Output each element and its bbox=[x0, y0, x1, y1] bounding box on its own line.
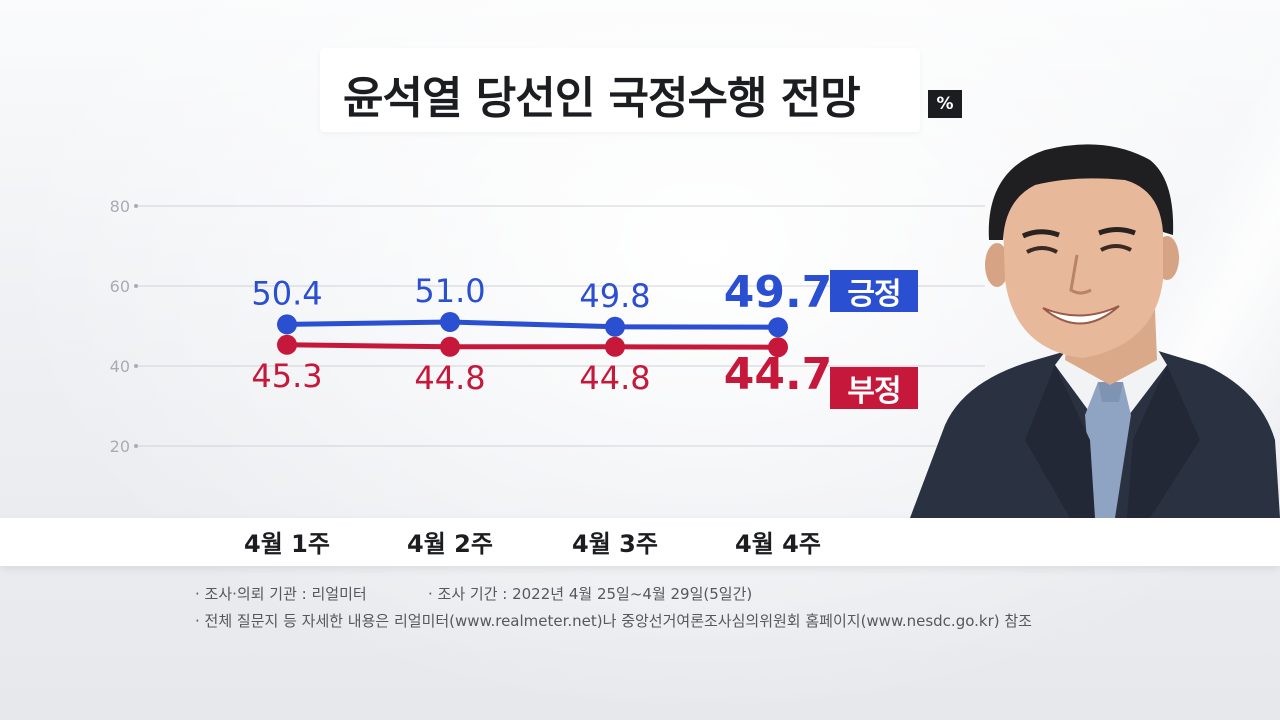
x-tick-label: 4월 3주 bbox=[572, 530, 658, 558]
y-tick-dot bbox=[134, 444, 138, 448]
title-panel bbox=[320, 48, 920, 132]
y-tick-label: 60 bbox=[110, 277, 130, 296]
series-line-negative bbox=[286, 342, 779, 350]
legend-positive: 긍정 bbox=[830, 270, 918, 312]
data-label: 49.7 bbox=[724, 267, 833, 318]
data-label: 44.8 bbox=[579, 359, 650, 397]
data-point bbox=[440, 312, 460, 332]
y-tick-dot bbox=[134, 364, 138, 368]
note-reference: · 전체 질문지 등 자세한 내용은 리얼미터(www.realmeter.ne… bbox=[195, 612, 1032, 630]
x-tick-label: 4월 2주 bbox=[407, 530, 493, 558]
y-tick-label: 80 bbox=[110, 197, 130, 216]
data-point bbox=[277, 334, 297, 355]
y-tick-dot bbox=[134, 204, 138, 208]
x-tick-label: 4월 1주 bbox=[244, 530, 330, 558]
y-tick-dot bbox=[134, 284, 138, 288]
data-label: 49.8 bbox=[579, 277, 650, 315]
person-portrait-image bbox=[910, 144, 1280, 518]
data-label: 51.0 bbox=[414, 272, 485, 310]
legend-negative: 부정 bbox=[830, 367, 918, 409]
note-period: · 조사 기간 : 2022년 4월 25일~4월 29일(5일간) bbox=[428, 585, 753, 603]
category-bar bbox=[0, 518, 1280, 566]
series-line-positive bbox=[286, 319, 779, 330]
unit-badge: % bbox=[928, 90, 962, 118]
data-point bbox=[277, 314, 297, 335]
chart-title: 윤석열 당선인 국정수행 전망 bbox=[343, 73, 861, 124]
data-label: 45.3 bbox=[251, 357, 322, 395]
y-tick-label: 40 bbox=[110, 357, 130, 376]
data-point bbox=[605, 316, 625, 337]
data-label: 50.4 bbox=[251, 274, 322, 312]
data-point bbox=[768, 317, 788, 338]
x-tick-label: 4월 4주 bbox=[735, 530, 821, 558]
data-point bbox=[440, 336, 460, 357]
data-point bbox=[605, 336, 625, 357]
y-tick-label: 20 bbox=[110, 437, 130, 456]
data-label: 44.8 bbox=[414, 359, 485, 397]
data-label: 44.7 bbox=[724, 349, 833, 400]
note-agency: · 조사·의뢰 기관 : 리얼미터 bbox=[195, 585, 367, 603]
data-point bbox=[768, 337, 788, 358]
